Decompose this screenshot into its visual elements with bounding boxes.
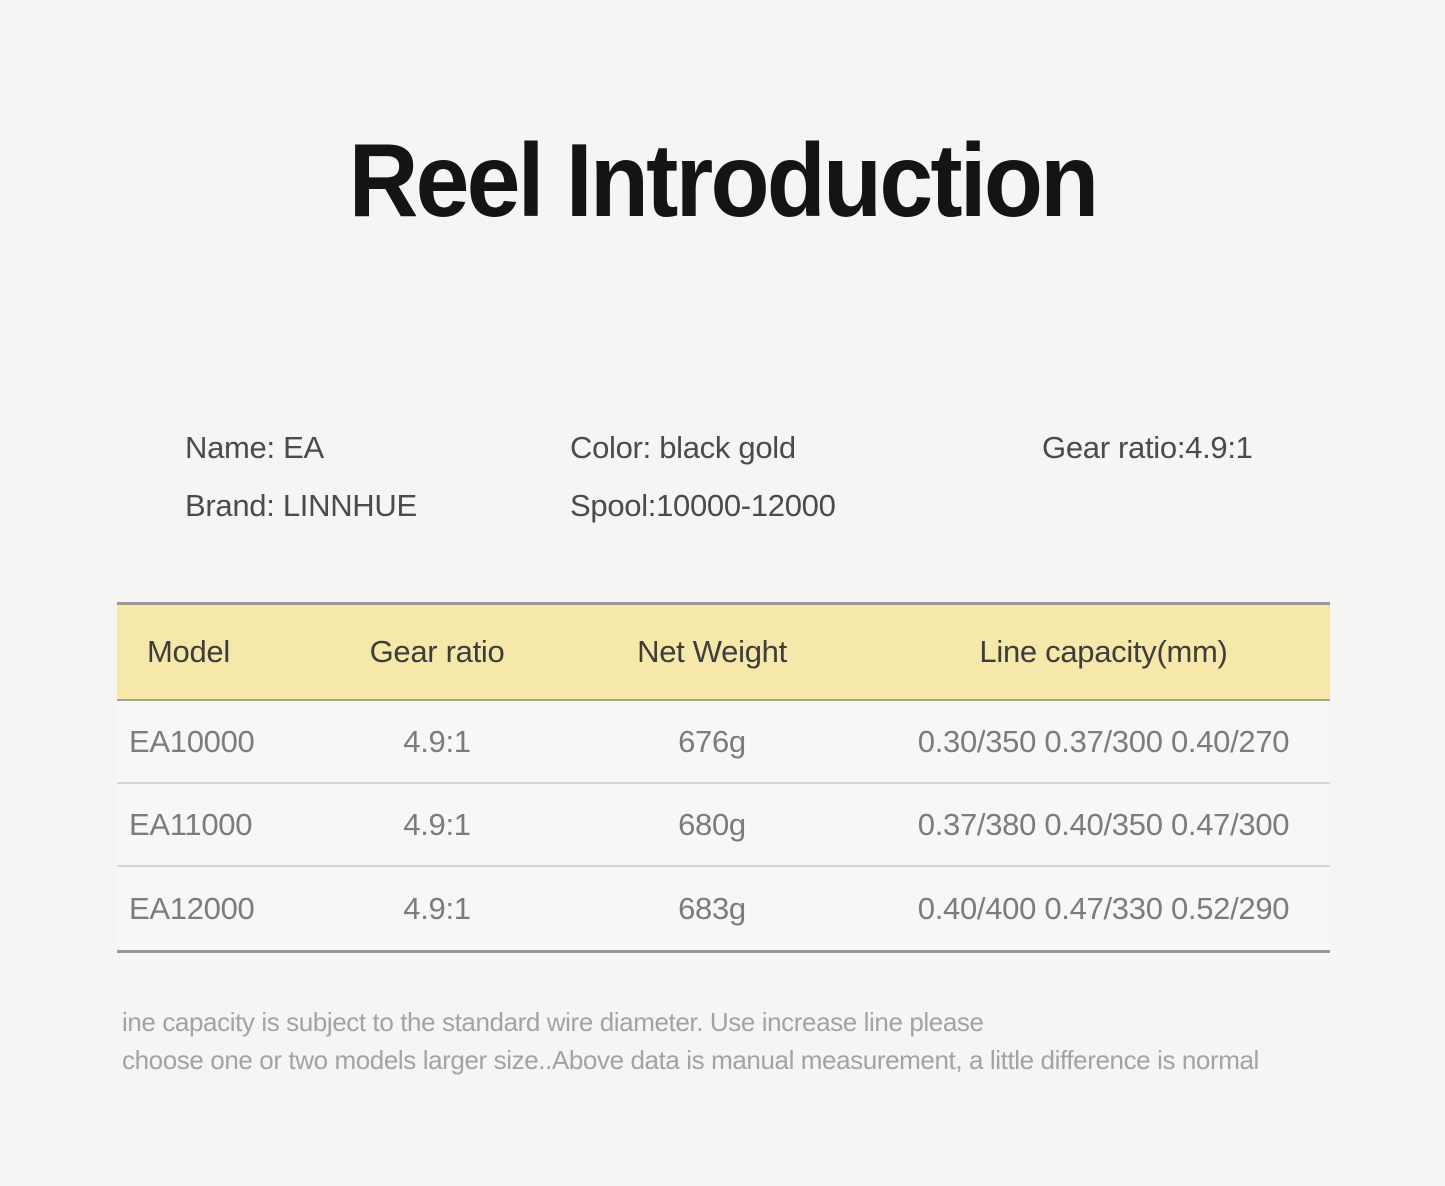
cell-line-capacity: 0.30/350 0.37/300 0.40/270 — [917, 723, 1290, 759]
footnote-line-2: choose one or two models larger size..Ab… — [122, 1045, 1259, 1075]
spec-table: Model Gear ratio Net Weight Line capacit… — [117, 602, 1330, 953]
col-header-gear-ratio: Gear ratio — [369, 634, 505, 669]
cell-line-capacity: 0.40/400 0.47/330 0.52/290 — [917, 890, 1290, 926]
cell-net-weight: 683g — [678, 890, 746, 926]
table-row: EA12000 4.9:1 683g 0.40/400 0.47/330 0.5… — [117, 867, 1330, 950]
table-row: EA10000 4.9:1 676g 0.30/350 0.37/300 0.4… — [117, 701, 1330, 784]
footnote: ine capacity is subject to the standard … — [122, 1003, 1259, 1079]
footnote-line-1: ine capacity is subject to the standard … — [122, 1007, 984, 1037]
cell-model: EA11000 — [129, 806, 253, 842]
cell-gear-ratio: 4.9:1 — [403, 806, 471, 842]
col-header-model: Model — [147, 634, 230, 669]
table-row: EA11000 4.9:1 680g 0.37/380 0.40/350 0.4… — [117, 784, 1330, 867]
page-title: Reel Introduction — [348, 123, 1100, 239]
cell-model: EA12000 — [129, 890, 255, 926]
product-spool: Spool:10000-12000 — [570, 488, 836, 523]
cell-net-weight: 680g — [678, 806, 746, 842]
cell-model: EA10000 — [129, 723, 255, 759]
cell-net-weight: 676g — [678, 723, 746, 759]
spec-table-header-row: Model Gear ratio Net Weight Line capacit… — [117, 605, 1330, 701]
cell-line-capacity: 0.37/380 0.40/350 0.47/300 — [917, 806, 1290, 842]
cell-gear-ratio: 4.9:1 — [403, 890, 471, 926]
col-header-line-capacity: Line capacity(mm) — [979, 634, 1228, 669]
cell-gear-ratio: 4.9:1 — [403, 723, 471, 759]
product-color: Color: black gold — [570, 430, 796, 465]
col-header-net-weight: Net Weight — [637, 634, 787, 669]
product-gear-ratio: Gear ratio:4.9:1 — [1042, 430, 1253, 465]
product-brand: Brand: LINNHUE — [185, 488, 417, 523]
product-info-section: Name: EA Brand: LINNHUE Color: black gol… — [0, 424, 1445, 554]
product-name: Name: EA — [185, 430, 324, 465]
